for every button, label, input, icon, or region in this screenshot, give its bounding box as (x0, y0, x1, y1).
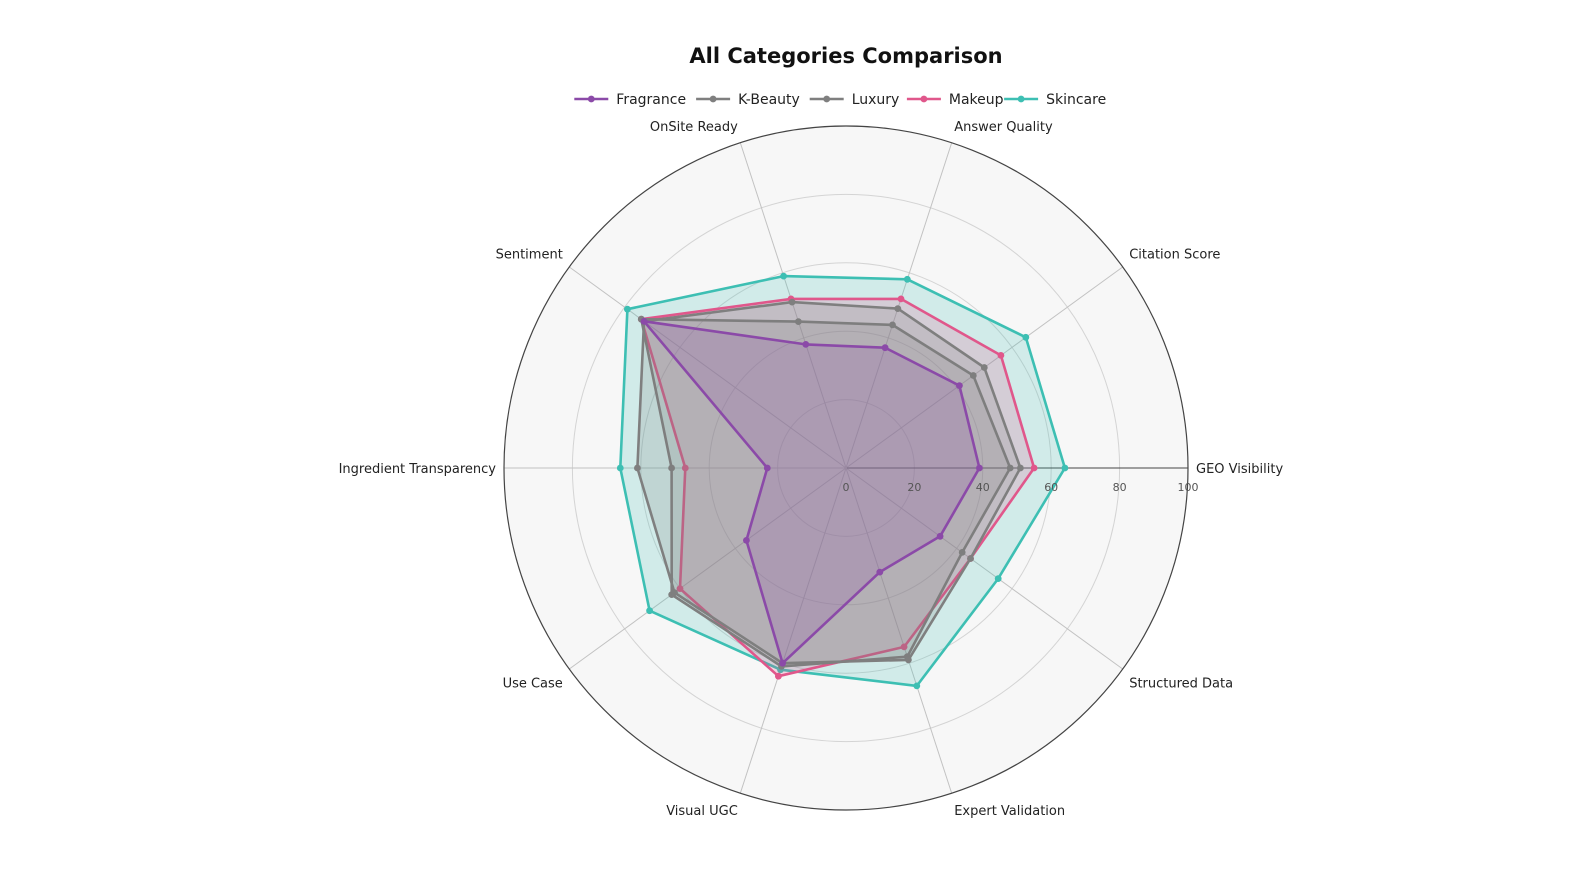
axis-label: Structured Data (1129, 677, 1233, 692)
data-point (997, 352, 1005, 359)
data-point (881, 344, 889, 352)
legend-marker (823, 95, 831, 103)
legend-marker (709, 95, 717, 103)
legend-item-fragrance: Fragrance (574, 92, 686, 108)
series-layer (616, 272, 1069, 690)
data-point (903, 275, 911, 283)
legend-label: Luxury (852, 92, 900, 108)
spoke-line (569, 266, 847, 469)
data-point (668, 464, 675, 472)
axis-label: Ingredient Transparency (339, 462, 497, 477)
data-point (795, 318, 802, 325)
data-point (646, 607, 653, 615)
legend-label: Makeup (949, 92, 1004, 108)
data-point (779, 659, 786, 667)
legend-item-k-beauty: K-Beauty (696, 92, 800, 108)
data-point (897, 295, 905, 303)
axis-label: Use Case (503, 677, 563, 692)
legend-marker (1017, 95, 1025, 103)
data-point (671, 589, 678, 596)
data-point (956, 382, 963, 389)
spoke-line (739, 142, 847, 469)
data-point (889, 321, 896, 329)
radial-tick-labels: 0 20 40 60 80 100 (843, 481, 1199, 494)
chart-title: All Categories Comparison (689, 44, 1002, 68)
tick-label: 40 (976, 481, 990, 494)
legend-label: K-Beauty (738, 92, 800, 108)
data-point (1061, 464, 1069, 472)
outer-circle (503, 125, 1189, 811)
spoke-line (569, 467, 847, 670)
axis-label: Expert Validation (954, 804, 1065, 819)
data-point (624, 305, 631, 313)
data-point (802, 341, 810, 348)
data-point (676, 585, 684, 592)
data-point (616, 464, 624, 472)
data-point (681, 464, 689, 472)
tick-label: 0 (843, 481, 850, 494)
tick-label: 80 (1113, 481, 1127, 494)
data-point (1022, 333, 1030, 341)
data-point (894, 305, 902, 312)
data-point (788, 298, 796, 306)
series-fragrance (640, 317, 983, 667)
data-point (634, 464, 641, 472)
data-point (913, 682, 921, 690)
legend-item-skincare: Skincare (1004, 92, 1106, 108)
data-point (1030, 464, 1038, 472)
data-point (780, 272, 787, 280)
data-point (1006, 464, 1014, 472)
spoke-line (845, 467, 1123, 670)
spoke-line (739, 467, 847, 794)
data-point (775, 672, 782, 680)
series-k-beauty (634, 298, 1024, 667)
data-point (743, 537, 750, 544)
data-point (876, 568, 884, 576)
axis-label: Answer Quality (954, 120, 1053, 135)
legend-item-luxury: Luxury (809, 92, 900, 108)
axis-label: OnSite Ready (650, 120, 738, 135)
polar-grid (503, 125, 1189, 811)
legend-label: Fragrance (616, 92, 686, 108)
data-point (967, 555, 974, 562)
legend: Fragrance K-Beauty Luxury Makeup Skincare (574, 92, 1106, 108)
data-point (969, 372, 977, 379)
data-point (980, 364, 988, 371)
legend-marker (587, 95, 595, 103)
tick-label: 60 (1044, 481, 1058, 494)
data-point (905, 656, 912, 664)
legend-item-makeup: Makeup (906, 92, 1004, 108)
axis-label: GEO Visibility (1196, 462, 1283, 477)
legend-marker (920, 95, 928, 103)
tick-label: 100 (1178, 481, 1199, 494)
data-point (1017, 464, 1024, 472)
legend-label: Skincare (1046, 92, 1106, 108)
data-point (976, 464, 983, 472)
axis-label: Sentiment (496, 247, 563, 262)
data-point (763, 464, 771, 472)
data-point (958, 549, 966, 556)
tick-label: 20 (907, 481, 921, 494)
axis-label: Citation Score (1129, 247, 1220, 262)
spoke-line (845, 467, 953, 794)
axis-label: Visual UGC (666, 804, 738, 819)
angular-axis-labels: GEO Visibility Citation Score Answer Quali… (339, 120, 1284, 819)
data-point (640, 317, 648, 325)
data-point (936, 532, 944, 540)
data-point (994, 575, 1002, 582)
data-point (900, 643, 908, 651)
